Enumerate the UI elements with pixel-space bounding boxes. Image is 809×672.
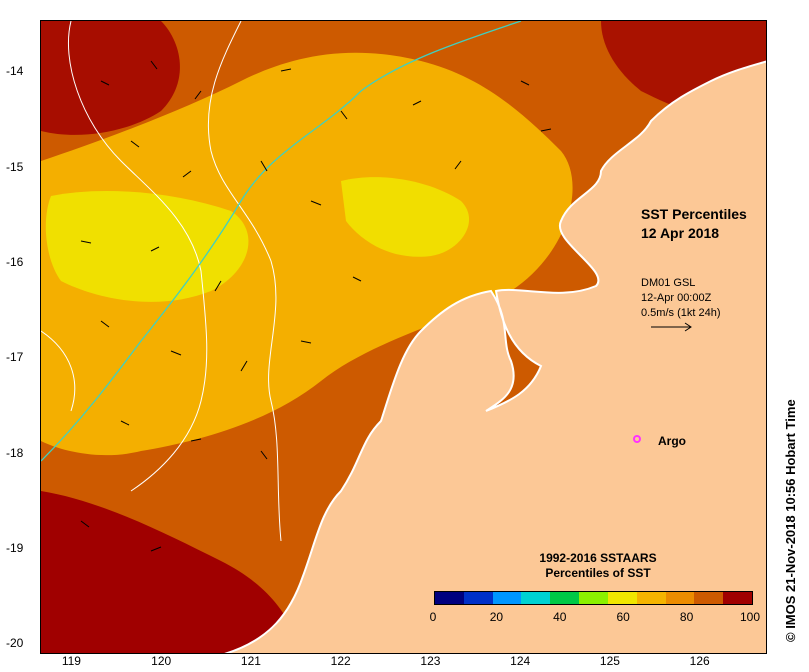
colorbar-swatch (492, 592, 522, 604)
contour-white-2 (207, 21, 282, 542)
title-line1: SST Percentiles (641, 206, 747, 222)
contour-white-3 (41, 330, 76, 412)
colorbar-swatch (723, 592, 752, 604)
current-vectors (80, 60, 552, 552)
argo-label: Argo (658, 434, 686, 448)
lat-tick-label: -15 (6, 159, 24, 174)
colorbar-swatch (665, 592, 695, 604)
colorbar-tick-label: 40 (553, 610, 567, 624)
lat-tick-label: -14 (6, 64, 24, 79)
lon-tick-label: 126 (689, 654, 710, 668)
lat-tick-label: -17 (6, 350, 24, 365)
colorbar-title-line2: Percentiles of SST (545, 566, 651, 580)
colorbar-swatch (521, 592, 551, 604)
lon-tick-label: 119 (61, 654, 81, 668)
colorbar-title-line1: 1992-2016 SSTAARS (539, 551, 657, 565)
lon-tick-label: 123 (420, 654, 441, 668)
sst-yellow-patch (45, 191, 249, 302)
colorbar-tick-label: 80 (679, 610, 694, 624)
colorbar-swatch (579, 592, 608, 604)
contour-teal (41, 21, 522, 462)
colorbar-tick-label: 20 (489, 610, 504, 624)
sst-field (41, 21, 766, 653)
lon-tick-label: 122 (330, 654, 351, 668)
map-title: SST Percentiles 12 Apr 2018 (641, 205, 747, 243)
sst-dark-north (41, 21, 180, 135)
current-source: DM01 GSL (641, 277, 696, 289)
lon-tick-label: 121 (240, 654, 261, 668)
lat-tick-label: -19 (6, 541, 24, 556)
map-frame: Argo SST Percentiles 12 Apr 2018 DM01 GS… (40, 20, 767, 654)
sst-orange-band (41, 52, 573, 456)
lat-tick-label: -18 (6, 445, 24, 460)
lon-tick-label: 124 (510, 654, 531, 668)
sst-dark-south (41, 491, 301, 653)
contour-white-1 (67, 21, 208, 492)
colorbar-tick-label: 0 (429, 610, 437, 624)
colorbar-tick-label: 100 (739, 610, 761, 624)
lat-tick-label: -16 (6, 255, 24, 270)
colorbar (434, 591, 753, 605)
current-arrow-icon (651, 322, 692, 332)
contour-lines (41, 21, 282, 542)
colorbar-swatch (636, 592, 666, 604)
current-scale: 0.5m/s (1kt 24h) (641, 307, 721, 319)
colorbar-swatch (550, 592, 580, 604)
title-line2: 12 Apr 2018 (641, 225, 720, 241)
current-time: 12-Apr 00:00Z (641, 292, 712, 304)
colorbar-tick-label: 60 (616, 610, 630, 624)
land-area (223, 60, 766, 653)
lat-tick-label: -20 (6, 636, 24, 651)
current-legend: DM01 GSL 12-Apr 00:00Z 0.5m/s (1kt 24h) (641, 276, 720, 338)
credit-text: © IMOS 21-Nov-2018 10:56 Hobart Time (783, 399, 798, 642)
argo-marker[interactable] (633, 435, 641, 443)
lon-tick-label: 125 (599, 654, 620, 668)
colorbar-swatch (463, 592, 493, 604)
colorbar-swatch (435, 592, 464, 604)
colorbar-title: 1992-2016 SSTAARS Percentiles of SST (498, 551, 698, 581)
sst-yellow-patch-2 (341, 177, 470, 257)
colorbar-swatch (694, 592, 724, 604)
colorbar-swatch (607, 592, 637, 604)
lon-tick-label: 120 (151, 654, 172, 668)
sst-map (41, 21, 766, 653)
